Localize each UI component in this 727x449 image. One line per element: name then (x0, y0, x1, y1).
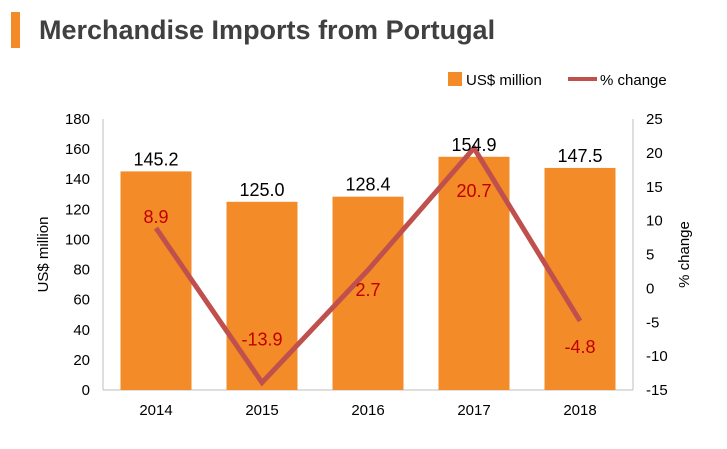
left-tick-label: 100 (65, 231, 90, 248)
line-series (153, 143, 583, 387)
pct-value-label: 2.7 (355, 280, 380, 300)
right-tick-label: 20 (646, 145, 663, 162)
pct-change-line (153, 143, 583, 387)
bar-series (120, 156, 616, 390)
legend-swatch-bars (448, 72, 462, 86)
bar-value-label: 145.2 (133, 149, 178, 169)
left-tick-label: 180 (65, 111, 90, 128)
pct-value-label: -4.8 (564, 337, 595, 357)
left-tick-label: 80 (73, 262, 90, 279)
right-tick-label: -5 (646, 314, 659, 331)
x-tick-label: 2018 (563, 402, 596, 419)
left-tick-label: 60 (73, 292, 90, 309)
left-tick-label: 0 (82, 382, 90, 399)
bar-value-label: 154.9 (451, 135, 496, 155)
left-tick-label: 140 (65, 171, 90, 188)
pct-value-label: -13.9 (241, 330, 282, 350)
bar (226, 201, 298, 390)
right-tick-label: -15 (646, 382, 668, 399)
bar-value-label: 128.4 (345, 175, 390, 195)
legend: US$ million % change (448, 72, 667, 89)
right-tick-label: 15 (646, 179, 663, 196)
right-tick-label: -10 (646, 348, 668, 365)
x-tick-label: 2014 (139, 402, 172, 419)
title-accent-bar (11, 12, 20, 48)
bar-value-label: 125.0 (239, 180, 284, 200)
legend-label-line: % change (600, 72, 667, 89)
right-tick-label: 10 (646, 213, 663, 230)
left-tick-label: 20 (73, 352, 90, 369)
bar-value-label: 147.5 (557, 146, 602, 166)
right-tick-label: 0 (646, 280, 654, 297)
right-axis-title: % change (676, 221, 693, 288)
legend-label-bars: US$ million (466, 72, 542, 89)
bar (438, 156, 510, 390)
x-tick-label: 2017 (457, 402, 490, 419)
x-tick-label: 2016 (351, 402, 384, 419)
bar (120, 171, 192, 390)
data-labels: 145.2 125.0 128.4 154.9 147.5 8.9 -13.9 2.7 20.7… (133, 135, 602, 357)
pct-value-label: 20.7 (456, 181, 491, 201)
left-tick-label: 160 (65, 141, 90, 158)
left-tick-label: 40 (73, 322, 90, 339)
right-tick-label: 25 (646, 111, 663, 128)
right-tick-label: 5 (646, 247, 654, 264)
left-tick-label: 120 (65, 201, 90, 218)
pct-value-label: 8.9 (143, 207, 168, 227)
chart-title: Merchandise Imports from Portugal (39, 15, 496, 45)
axes: 0 20 40 60 80 100 120 140 160 180 -15 -10 -5 0 5 10 15 20… (35, 111, 693, 419)
left-axis-title: US$ million (35, 217, 52, 293)
x-tick-label: 2015 (245, 402, 278, 419)
